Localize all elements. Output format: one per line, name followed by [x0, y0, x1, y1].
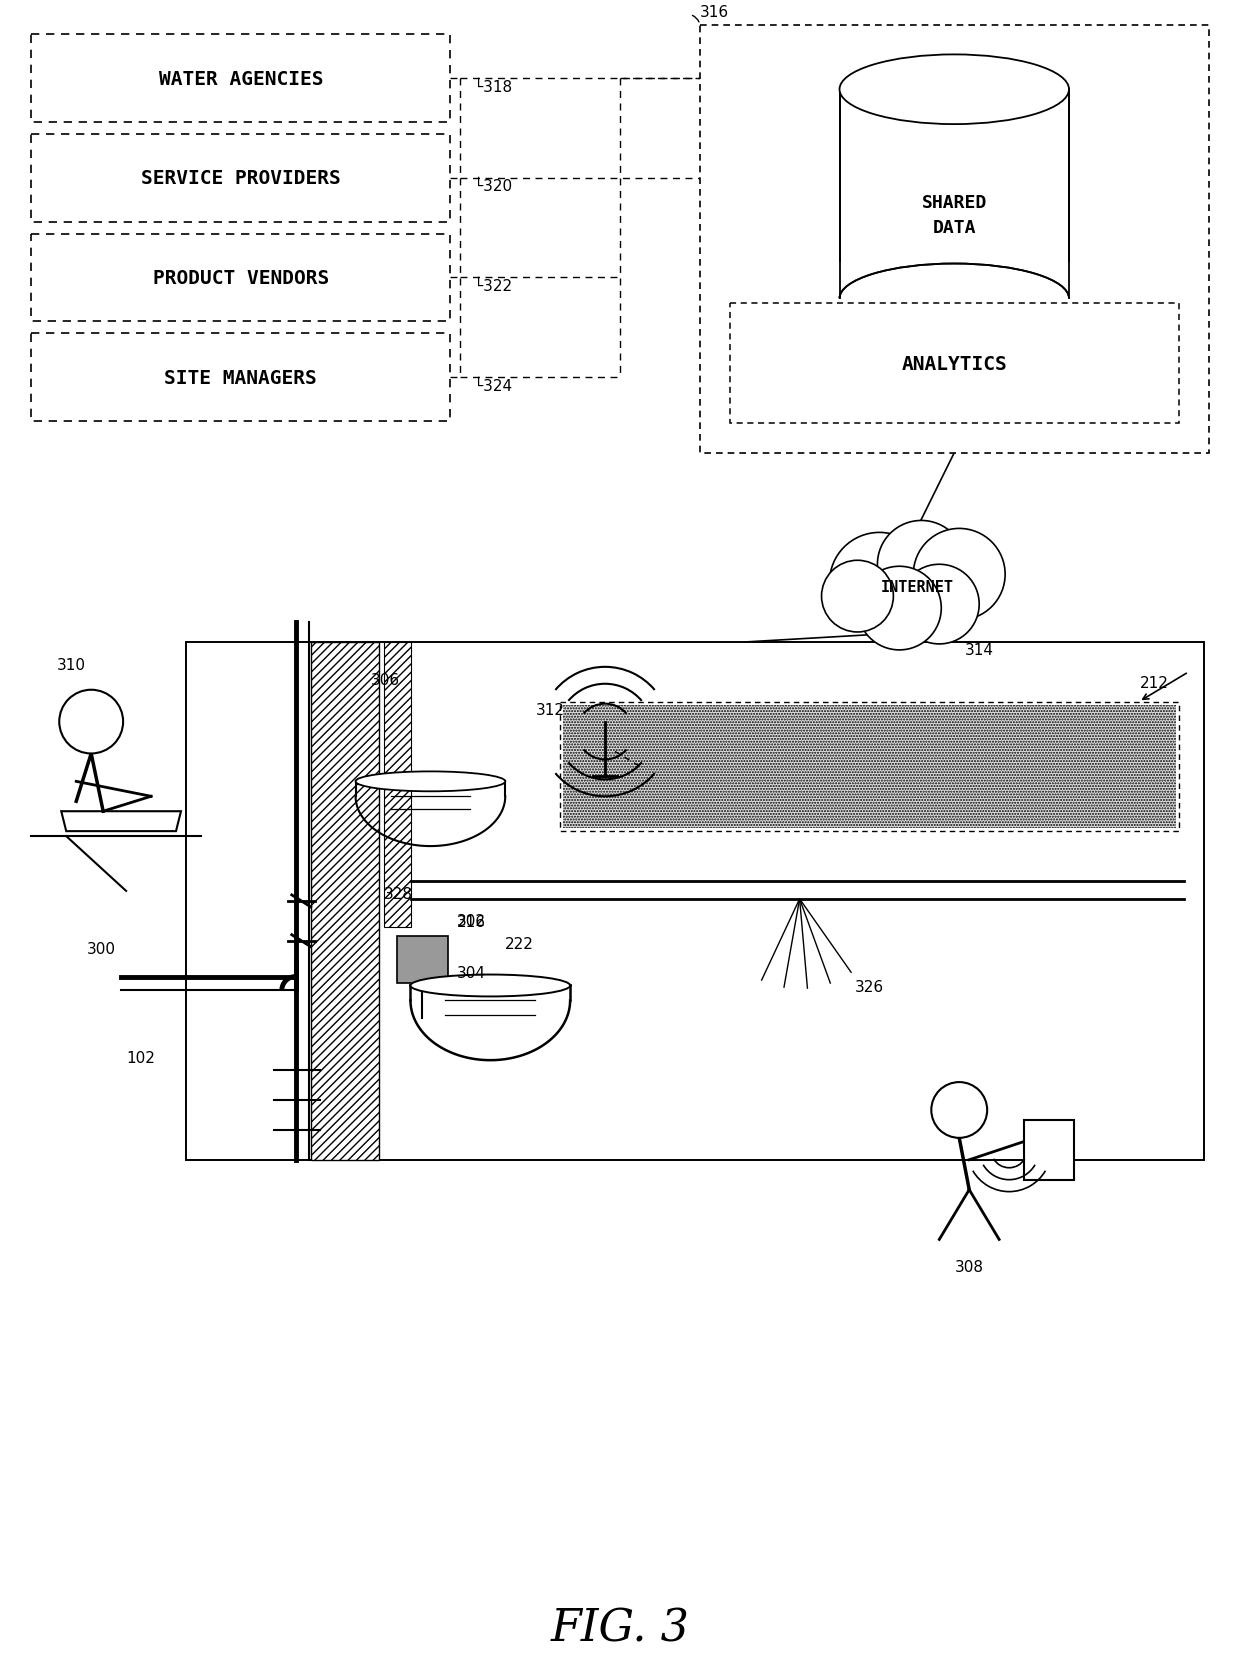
- Ellipse shape: [356, 771, 505, 791]
- Bar: [311, 642, 378, 1159]
- Circle shape: [931, 1082, 987, 1138]
- Text: └318: └318: [475, 80, 512, 95]
- Text: └322: └322: [475, 279, 512, 294]
- Text: FIG. 3: FIG. 3: [551, 1606, 689, 1650]
- Text: 316: 316: [699, 5, 729, 20]
- Text: 326: 326: [854, 979, 884, 994]
- Bar: [31, 136, 450, 223]
- Text: 300: 300: [87, 942, 115, 955]
- Text: WATER AGENCIES: WATER AGENCIES: [159, 70, 324, 89]
- Text: └324: └324: [475, 378, 512, 393]
- Circle shape: [914, 529, 1006, 621]
- Text: 102: 102: [126, 1051, 155, 1066]
- Text: 222: 222: [505, 937, 534, 950]
- Circle shape: [830, 534, 929, 632]
- Text: SITE MANAGERS: SITE MANAGERS: [165, 368, 317, 388]
- Bar: [31, 234, 450, 323]
- Text: 310: 310: [57, 657, 86, 673]
- Text: 314: 314: [965, 642, 993, 657]
- Text: INTERNET: INTERNET: [880, 579, 954, 594]
- Bar: [31, 335, 450, 422]
- Bar: [563, 706, 1176, 828]
- Text: 328: 328: [383, 887, 413, 902]
- Polygon shape: [61, 811, 181, 831]
- Polygon shape: [1024, 1121, 1074, 1179]
- Circle shape: [878, 520, 965, 609]
- Text: ANALYTICS: ANALYTICS: [901, 355, 1007, 373]
- Bar: [699, 25, 1209, 453]
- Text: 212: 212: [1140, 676, 1169, 691]
- Circle shape: [899, 565, 980, 644]
- Text: 308: 308: [955, 1260, 983, 1275]
- Bar: [383, 642, 412, 927]
- Bar: [397, 937, 449, 984]
- Ellipse shape: [410, 975, 570, 997]
- Bar: [31, 35, 450, 124]
- Bar: [560, 703, 1179, 831]
- Bar: [837, 263, 1071, 301]
- Text: SERVICE PROVIDERS: SERVICE PROVIDERS: [141, 169, 341, 189]
- Text: └320: └320: [475, 179, 512, 194]
- Text: 306: 306: [371, 673, 399, 688]
- Text: 304: 304: [456, 965, 485, 980]
- Ellipse shape: [839, 55, 1069, 125]
- Text: 312: 312: [536, 703, 564, 718]
- Circle shape: [858, 567, 941, 651]
- Circle shape: [60, 691, 123, 755]
- Text: 302: 302: [456, 913, 485, 929]
- Text: PRODUCT VENDORS: PRODUCT VENDORS: [153, 269, 329, 288]
- Bar: [839, 90, 1069, 299]
- Bar: [730, 304, 1179, 423]
- Bar: [186, 642, 1204, 1159]
- Text: SHARED
DATA: SHARED DATA: [921, 194, 987, 238]
- Text: 216: 216: [456, 913, 486, 929]
- Circle shape: [822, 560, 893, 632]
